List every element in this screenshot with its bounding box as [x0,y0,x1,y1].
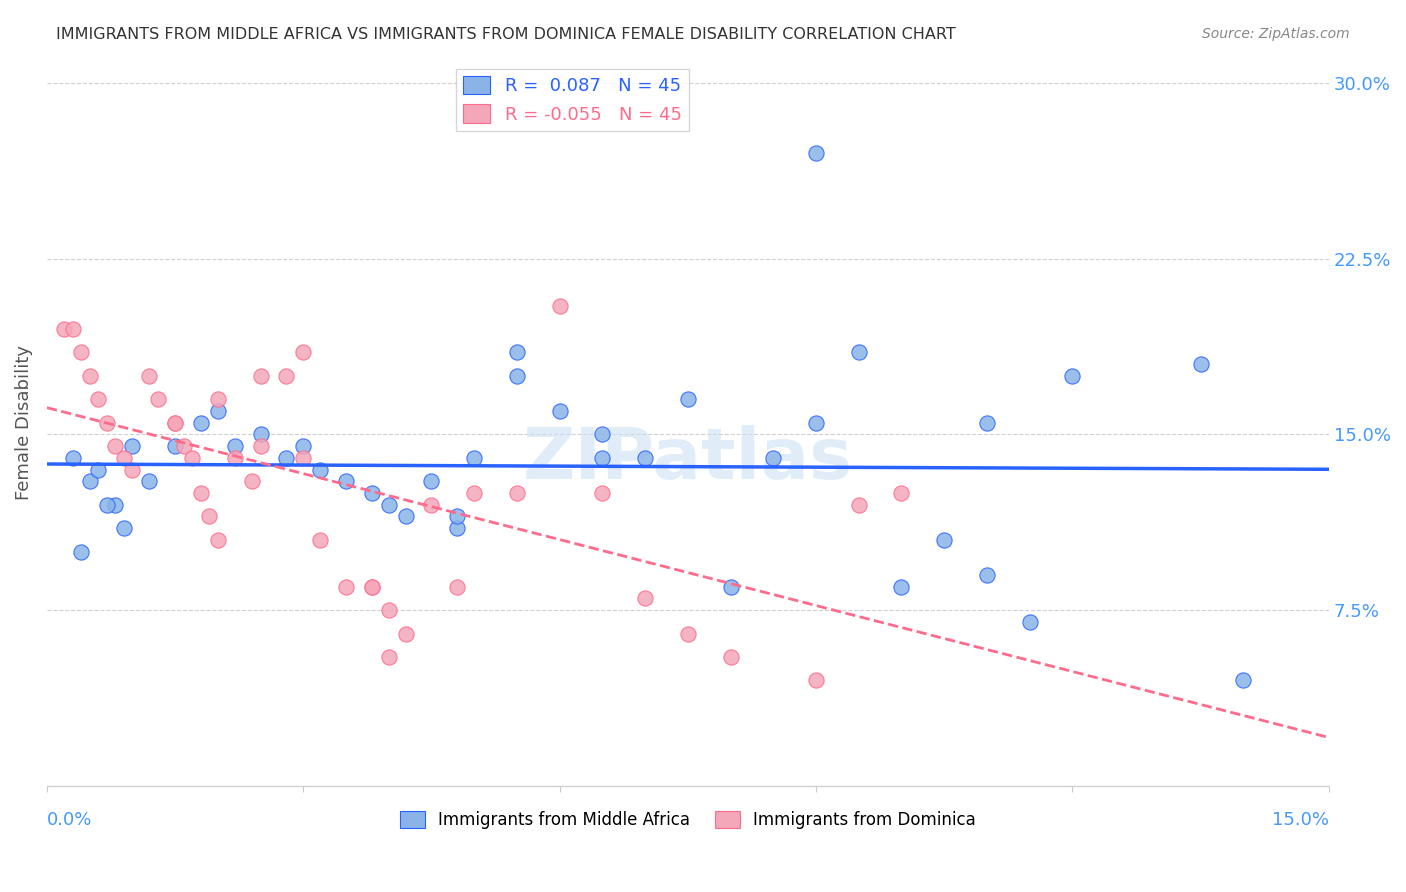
Point [848,498,870,512]
Point [1018,615,1040,629]
Point [804,146,827,161]
Point [207,533,229,547]
Point [104,498,127,512]
Point [96,416,118,430]
Point [890,486,912,500]
Point [890,580,912,594]
Point [804,416,827,430]
Point [292,450,315,465]
Point [446,580,468,594]
Point [53,322,76,336]
Point [146,392,169,407]
Point [121,462,143,476]
Point [548,404,571,418]
Point [309,533,332,547]
Point [676,392,699,407]
Point [112,450,135,465]
Text: 0.0%: 0.0% [46,811,93,830]
Point [720,580,742,594]
Point [720,649,742,664]
Point [395,509,418,524]
Point [138,475,160,489]
Point [360,580,382,594]
Point [591,427,613,442]
Text: ZIPatlas: ZIPatlas [523,425,853,493]
Point [360,486,382,500]
Point [634,591,657,606]
Point [420,498,443,512]
Point [165,439,187,453]
Point [934,533,956,547]
Point [506,368,529,383]
Point [276,368,298,383]
Point [190,416,212,430]
Text: 15.0%: 15.0% [1272,811,1329,830]
Point [634,450,657,465]
Point [79,475,101,489]
Point [165,416,187,430]
Point [249,427,271,442]
Point [173,439,195,453]
Point [848,345,870,359]
Point [463,486,485,500]
Point [224,439,246,453]
Legend: Immigrants from Middle Africa, Immigrants from Dominica: Immigrants from Middle Africa, Immigrant… [392,804,983,836]
Point [676,626,699,640]
Point [79,368,101,383]
Point [87,462,110,476]
Point [1232,673,1254,688]
Point [198,509,221,524]
Point [309,462,332,476]
Point [62,450,84,465]
Point [377,603,399,617]
Point [96,498,118,512]
Point [548,299,571,313]
Point [112,521,135,535]
Point [138,368,160,383]
Point [506,345,529,359]
Point [1189,357,1212,371]
Point [377,649,399,664]
Point [377,498,399,512]
Point [190,486,212,500]
Point [591,450,613,465]
Point [335,580,357,594]
Point [360,580,382,594]
Point [395,626,418,640]
Point [446,521,468,535]
Point [762,450,785,465]
Point [207,392,229,407]
Point [976,568,998,582]
Point [292,345,315,359]
Point [62,322,84,336]
Point [804,673,827,688]
Point [87,392,110,407]
Point [104,439,127,453]
Point [224,450,246,465]
Point [165,416,187,430]
Point [249,439,271,453]
Text: Source: ZipAtlas.com: Source: ZipAtlas.com [1202,27,1350,41]
Point [70,544,93,558]
Point [70,345,93,359]
Point [335,475,357,489]
Point [249,368,271,383]
Point [591,486,613,500]
Text: IMMIGRANTS FROM MIDDLE AFRICA VS IMMIGRANTS FROM DOMINICA FEMALE DISABILITY CORR: IMMIGRANTS FROM MIDDLE AFRICA VS IMMIGRA… [56,27,956,42]
Point [506,486,529,500]
Point [420,475,443,489]
Point [1062,368,1084,383]
Point [121,439,143,453]
Point [976,416,998,430]
Point [276,450,298,465]
Y-axis label: Female Disability: Female Disability [15,345,32,500]
Point [463,450,485,465]
Point [207,404,229,418]
Point [446,509,468,524]
Point [240,475,263,489]
Point [292,439,315,453]
Point [181,450,204,465]
